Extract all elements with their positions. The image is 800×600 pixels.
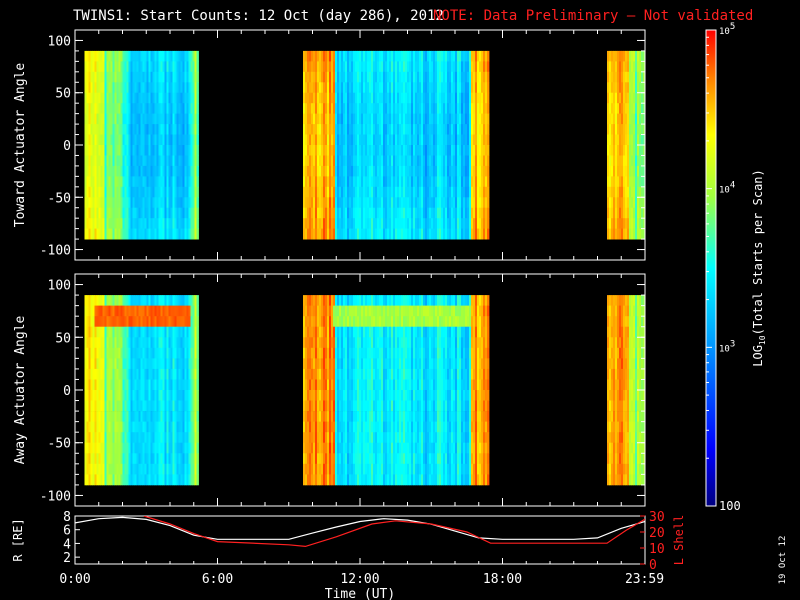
away-ylabel: Away Actuator Angle [13, 315, 28, 464]
lshell-ytick: 30 [649, 510, 665, 525]
r-series-line [75, 516, 645, 540]
x-axis-label: Time (UT) [325, 587, 395, 600]
away-panel: 100 50 0 -50 -100 Away Actuator Angle [13, 273, 646, 507]
away-ytick: -50 [48, 437, 71, 452]
preliminary-note: NOTE: Data Preliminary – Not validated [433, 8, 753, 24]
colorbar-tick: 105 [719, 22, 735, 37]
lshell-ytick: 0 [649, 558, 657, 573]
toward-ytick: 0 [63, 139, 71, 154]
away-ytick: 50 [55, 331, 71, 346]
r-ytick: 6 [63, 524, 71, 539]
lshell-ytick: 20 [649, 526, 665, 541]
away-ytick: -100 [40, 489, 71, 504]
toward-ytick: 100 [48, 34, 71, 49]
lshell-ytick: 10 [649, 542, 665, 557]
x-tick-label: 12:00 [340, 572, 379, 587]
r-ylabel: R [RE] [11, 518, 25, 561]
r-ytick: 8 [63, 510, 71, 525]
colorbar: 100 103 104 105 LOG10(Total Starts per Scan… [705, 22, 767, 513]
chart-title: TWINS1: Start Counts: 12 Oct (day 286), … [73, 8, 444, 24]
colorbar-tick: 100 [719, 499, 741, 513]
r-ytick: 2 [63, 551, 71, 566]
away-ytick: 0 [63, 384, 71, 399]
lshell-ylabel: L Shell [672, 515, 686, 566]
date-stamp: 19 Oct 12 [778, 536, 788, 585]
colorbar-gradient [705, 29, 717, 507]
colorbar-label: LOG10(Total Starts per Scan) [751, 169, 767, 367]
x-tick-label: 18:00 [483, 572, 522, 587]
colorbar-tick: 104 [719, 181, 735, 196]
away-ytick: 100 [48, 279, 71, 294]
colorbar-tick: 103 [719, 339, 735, 354]
toward-ytick: -50 [48, 191, 71, 206]
r-ytick: 4 [63, 537, 71, 552]
x-tick-label: 6:00 [202, 572, 233, 587]
x-tick-label: 23:59 [625, 572, 664, 587]
x-tick-label: 0:00 [59, 572, 90, 587]
toward-panel: 100 50 0 -50 -100 Toward Actuator Angle [13, 29, 646, 261]
toward-ytick: -100 [40, 244, 71, 259]
toward-ylabel: Toward Actuator Angle [13, 63, 28, 228]
toward-ytick: 50 [55, 87, 71, 102]
lshell-series-line [143, 516, 645, 548]
